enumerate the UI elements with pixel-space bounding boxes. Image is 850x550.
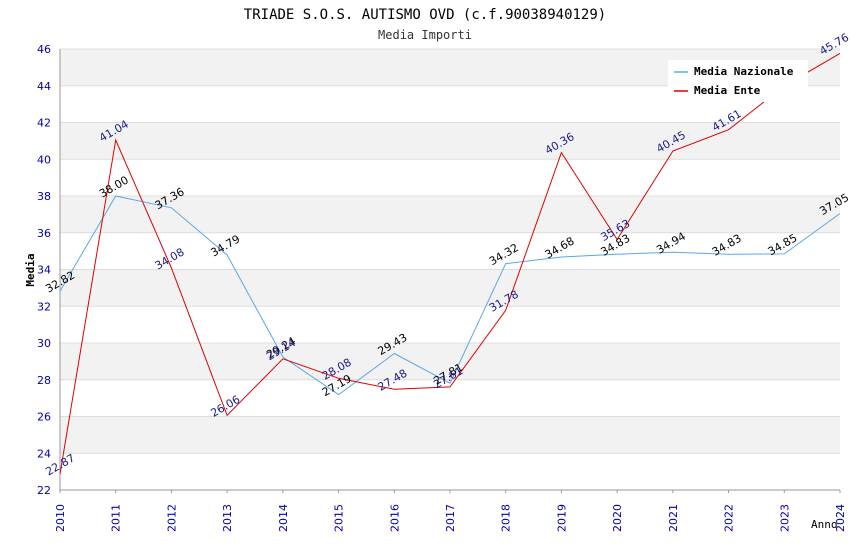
- band-34: [60, 232, 840, 270]
- y-tick-label: 32: [37, 300, 51, 313]
- y-tick-label: 34: [37, 264, 51, 277]
- band-40: [60, 122, 840, 160]
- x-tick-label: 2022: [723, 504, 736, 532]
- band-36: [60, 196, 840, 233]
- x-axis-label: Anno: [811, 518, 838, 531]
- legend-label-nazionale: Media Nazionale: [694, 65, 794, 78]
- y-tick-label: 40: [37, 153, 51, 166]
- x-tick-label: 2021: [667, 504, 680, 532]
- x-tick-labels: 2010 2011 2012 2013 2014 2015 2016 2017 2018 2019…: [54, 490, 847, 532]
- x-tick-label: 2017: [444, 504, 457, 532]
- chart-title: TRIADE S.O.S. AUTISMO OVD (c.f.900389401…: [244, 7, 606, 23]
- series-line-ente: [59, 52, 841, 475]
- band-24: [60, 416, 840, 454]
- x-tick-label: 2019: [555, 504, 568, 532]
- background-bands: [60, 49, 840, 490]
- y-tick-label: 22: [37, 484, 51, 497]
- y-tick-label: 24: [37, 447, 51, 460]
- y-tick-label: 42: [37, 117, 51, 130]
- x-tick-label: 2024: [834, 504, 847, 532]
- legend: Media Nazionale Media Ente: [668, 60, 808, 102]
- band-30: [60, 306, 840, 343]
- series-lines: [59, 52, 841, 475]
- y-tick-labels: 22 24 26 28 30 32 34 36 38 40 42 44 46: [37, 43, 51, 497]
- x-tick-label: 2013: [221, 504, 234, 532]
- legend-box: [668, 60, 808, 102]
- x-tick-label: 2023: [778, 504, 791, 532]
- band-32: [60, 269, 840, 307]
- x-tick-label: 2015: [333, 504, 346, 532]
- chart-subtitle: Media Importi: [378, 28, 472, 42]
- x-tick-label: 2014: [277, 504, 290, 532]
- y-axis-label: Media: [24, 253, 37, 286]
- y-tick-label: 36: [37, 227, 51, 240]
- band-38: [60, 159, 840, 196]
- x-tick-label: 2010: [54, 504, 67, 532]
- x-tick-label: 2018: [500, 504, 513, 532]
- band-26: [60, 379, 840, 417]
- x-tick-label: 2016: [388, 504, 401, 532]
- x-tick-label: 2011: [110, 504, 123, 532]
- series-line-nazionale: [59, 195, 841, 396]
- y-tick-label: 28: [37, 374, 51, 387]
- band-28: [60, 343, 840, 380]
- x-tick-label: 2020: [611, 504, 624, 532]
- y-tick-label: 26: [37, 411, 51, 424]
- legend-label-ente: Media Ente: [694, 84, 761, 97]
- band-22: [60, 453, 840, 490]
- y-tick-label: 44: [37, 80, 51, 93]
- y-tick-label: 46: [37, 43, 51, 56]
- y-tick-label: 38: [37, 190, 51, 203]
- x-tick-label: 2012: [165, 504, 178, 532]
- y-tick-label: 30: [37, 337, 51, 350]
